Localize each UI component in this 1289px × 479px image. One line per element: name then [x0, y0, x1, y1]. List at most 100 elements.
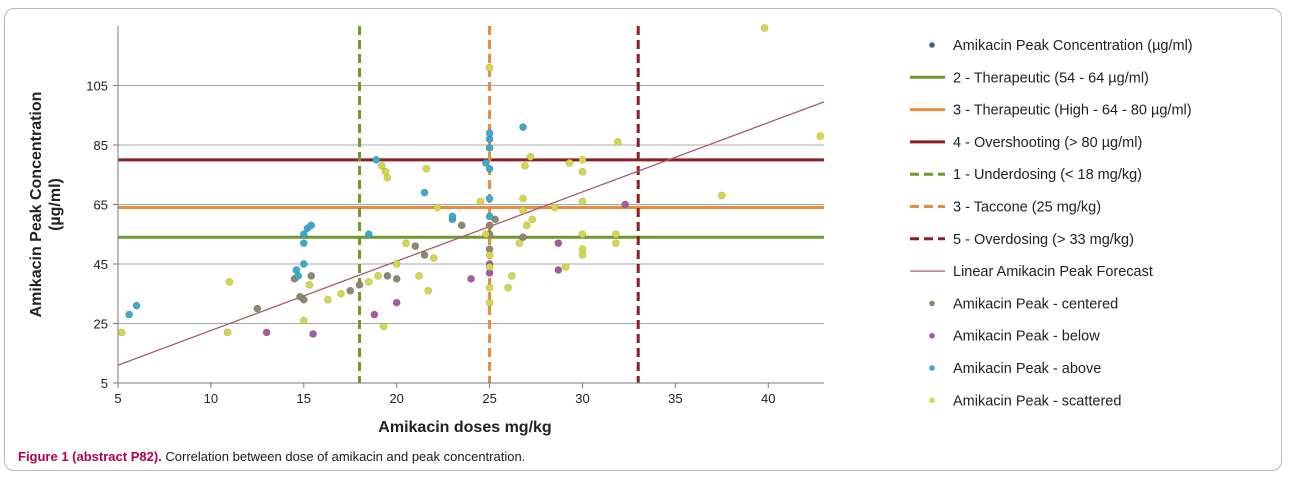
legend-item-2-therapeutic-54-64-g-ml: 2 - Therapeutic (54 - 64 µg/ml) — [910, 70, 1149, 86]
x-tick-label-40: 40 — [761, 391, 775, 406]
point-amikacin-peak-scattered-7 — [364, 277, 373, 286]
point-amikacin-peak-scattered-0 — [117, 328, 126, 337]
point-amikacin-peak-scattered-20 — [476, 197, 485, 206]
point-amikacin-peak-scattered-4 — [305, 280, 314, 289]
series-amikacin-peak-centered — [253, 215, 527, 313]
point-amikacin-peak-centered-11 — [457, 221, 466, 230]
point-amikacin-peak-scattered-45 — [612, 230, 620, 239]
point-amikacin-peak-above-17 — [485, 129, 494, 137]
point-amikacin-peak-scattered-36 — [550, 203, 559, 212]
point-amikacin-peak-scattered-1 — [223, 328, 232, 337]
point-amikacin-peak-scattered-28 — [507, 271, 516, 280]
point-amikacin-peak-scattered-34 — [526, 152, 535, 161]
x-tick-label-15: 15 — [297, 391, 311, 406]
y-tick-label-45: 45 — [94, 257, 108, 272]
point-amikacin-peak-scattered-48 — [717, 191, 726, 200]
point-amikacin-peak-scattered-30 — [519, 206, 527, 215]
legend-marker-amikacin-peak-scattered — [929, 397, 935, 404]
legend-item-5-overdosing-33-mg-kg: 5 - Overdosing (> 33 mg/kg) — [910, 232, 1134, 248]
legend-item-3-therapeutic-high-64-80-g-ml: 3 - Therapeutic (High - 64 - 80 µg/ml) — [910, 103, 1192, 119]
point-amikacin-peak-above-1 — [132, 301, 141, 310]
legend-item-4-overshooting-80-g-ml: 4 - Overshooting (> 80 µg/ml) — [910, 135, 1142, 151]
legend-label-amikacin-peak-concentration-g-ml: Amikacin Peak Concentration (µg/ml) — [953, 38, 1193, 54]
point-amikacin-peak-scattered-3 — [299, 316, 308, 325]
legend-item-amikacin-peak-below: Amikacin Peak - below — [929, 329, 1100, 345]
point-amikacin-peak-above-4 — [299, 239, 308, 248]
point-amikacin-peak-scattered-2 — [225, 277, 234, 286]
y-tick-label-5: 5 — [101, 376, 108, 391]
series-amikacin-peak-above — [125, 123, 527, 319]
point-amikacin-peak-above-8 — [294, 271, 303, 280]
point-amikacin-peak-above-19 — [485, 194, 494, 203]
point-amikacin-peak-scattered-38 — [565, 158, 574, 167]
point-amikacin-peak-scattered-14 — [402, 239, 410, 248]
point-amikacin-peak-below-7 — [554, 239, 563, 248]
series-amikacin-peak-scattered — [117, 24, 825, 337]
point-amikacin-peak-centered-12 — [485, 221, 494, 230]
point-amikacin-peak-scattered-15 — [415, 271, 423, 280]
point-amikacin-peak-scattered-43 — [578, 251, 587, 259]
point-amikacin-peak-scattered-33 — [522, 221, 531, 230]
y-axis-title: Amikacin Peak Concentration (µg/ml) — [28, 92, 64, 318]
point-amikacin-peak-above-14 — [481, 158, 490, 167]
trendline — [117, 101, 825, 366]
point-amikacin-peak-centered-5 — [346, 286, 355, 295]
point-amikacin-peak-scattered-19 — [433, 203, 442, 212]
point-amikacin-peak-scattered-21 — [481, 230, 490, 239]
point-amikacin-peak-scattered-26 — [485, 63, 494, 72]
legend-label-3-therapeutic-high-64-80-g-ml: 3 - Therapeutic (High - 64 - 80 µg/ml) — [953, 103, 1192, 119]
point-amikacin-peak-below-8 — [554, 266, 563, 274]
point-amikacin-peak-above-11 — [420, 188, 429, 197]
series-amikacin-peak-below — [262, 200, 630, 338]
point-amikacin-peak-scattered-44 — [578, 197, 587, 206]
point-amikacin-peak-above-3 — [299, 260, 308, 268]
point-amikacin-peak-below-2 — [370, 310, 379, 319]
legend-label-4-overshooting-80-g-ml: 4 - Overshooting (> 80 µg/ml) — [953, 135, 1142, 151]
legend-item-linear-amikacin-peak-forecast: Linear Amikacin Peak Forecast — [910, 264, 1153, 280]
legend-item-amikacin-peak-concentration-g-ml: Amikacin Peak Concentration (µg/ml) — [929, 38, 1193, 54]
x-tick-label-20: 20 — [389, 391, 403, 406]
figure-caption: Figure 1 (abstract P82). Correlation bet… — [18, 449, 525, 464]
point-amikacin-peak-scattered-12 — [379, 322, 388, 331]
point-amikacin-peak-below-3 — [392, 298, 401, 307]
point-amikacin-peak-centered-4 — [307, 271, 316, 280]
x-tick-label-25: 25 — [482, 391, 496, 406]
point-amikacin-peak-scattered-39 — [578, 155, 587, 164]
legend-label-1-underdosing-18-mg-kg: 1 - Underdosing (< 18 mg/kg) — [953, 167, 1142, 183]
point-amikacin-peak-below-1 — [309, 330, 317, 338]
x-tick-label-35: 35 — [668, 391, 682, 406]
point-amikacin-peak-scattered-24 — [485, 263, 494, 271]
point-amikacin-peak-scattered-40 — [578, 167, 587, 176]
x-tick-label-5: 5 — [114, 391, 121, 406]
y-tick-label-25: 25 — [94, 317, 108, 332]
gridlines — [118, 85, 824, 384]
threshold-lines — [118, 158, 824, 239]
point-amikacin-peak-scattered-6 — [337, 289, 345, 298]
point-amikacin-peak-scattered-16 — [422, 164, 431, 173]
legend-label-amikacin-peak-scattered: Amikacin Peak - scattered — [953, 393, 1121, 409]
legend: Amikacin Peak Concentration (µg/ml) 2 - T… — [910, 38, 1193, 409]
point-amikacin-peak-scattered-25 — [485, 251, 494, 259]
point-amikacin-peak-below-9 — [621, 200, 630, 209]
point-amikacin-peak-scattered-9 — [377, 161, 386, 170]
legend-marker-amikacin-peak-concentration-g-ml — [929, 42, 935, 48]
legend-marker-amikacin-peak-centered — [929, 300, 935, 307]
point-amikacin-peak-above-13 — [448, 212, 457, 221]
legend-item-3-taccone-25-mg-kg: 3 - Taccone (25 mg/kg) — [910, 200, 1101, 216]
point-amikacin-peak-centered-3 — [299, 295, 308, 304]
point-amikacin-peak-scattered-13 — [392, 260, 401, 268]
legend-item-1-underdosing-18-mg-kg: 1 - Underdosing (< 18 mg/kg) — [910, 167, 1142, 183]
legend-marker-amikacin-peak-above — [929, 365, 935, 371]
point-amikacin-peak-below-0 — [262, 328, 271, 337]
x-axis-title: Amikacin doses mg/kg — [378, 419, 551, 436]
point-amikacin-peak-below-4 — [467, 274, 475, 283]
point-amikacin-peak-scattered-5 — [324, 295, 332, 304]
point-amikacin-peak-centered-9 — [411, 242, 420, 251]
point-amikacin-peak-scattered-31 — [519, 194, 527, 203]
caption-text: Correlation between dose of amikacin and… — [165, 449, 526, 464]
point-amikacin-peak-scattered-29 — [515, 239, 524, 248]
point-amikacin-peak-scattered-11 — [383, 173, 392, 182]
legend-item-amikacin-peak-scattered: Amikacin Peak - scattered — [929, 393, 1121, 409]
y-tick-label-105: 105 — [86, 79, 108, 94]
